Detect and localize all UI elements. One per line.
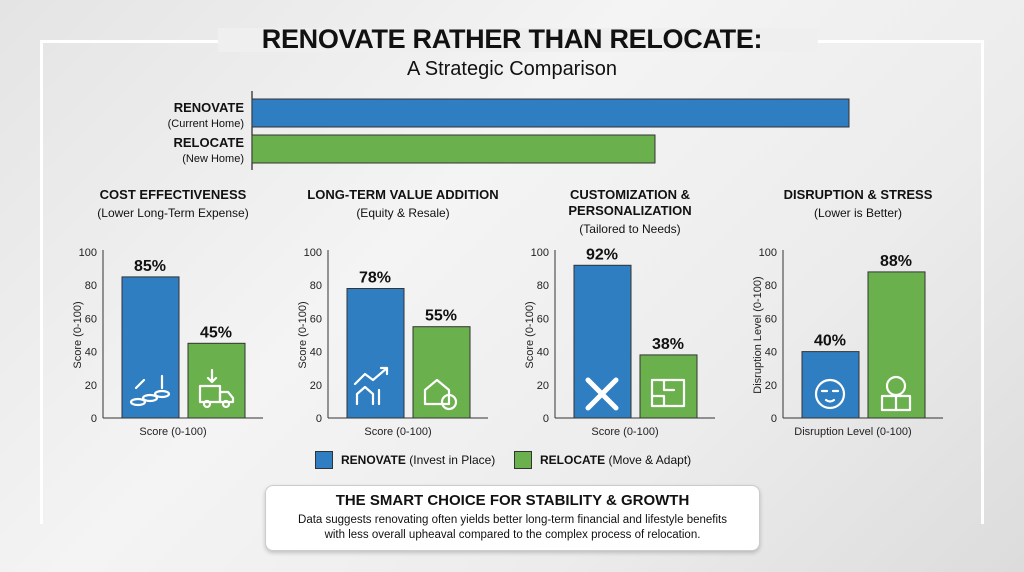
legend-label: RELOCATE: [540, 453, 606, 467]
legend-swatch: [514, 451, 532, 469]
y-tick-label: 40: [765, 347, 777, 359]
hbar-sublabel: (Current Home): [167, 118, 244, 130]
chart-subtitle: (Lower is Better): [813, 206, 903, 220]
hbar-relocate: [251, 134, 656, 164]
page-subtitle: A Strategic Comparison: [406, 58, 618, 80]
hbar-label: RELOCATE: [173, 135, 244, 150]
hbar-renovate: [251, 98, 850, 128]
bar-value-label: 38%: [652, 336, 684, 353]
bar-renovate: [121, 276, 180, 419]
y-tick-label: 100: [304, 247, 322, 259]
moving-truck-icon: [198, 368, 235, 409]
y-tick-label: 100: [79, 247, 97, 259]
x-axis-label: Score (0-100): [591, 426, 658, 438]
hbar-label-relocate: RELOCATE (New Home): [173, 135, 244, 167]
bar-relocate: [867, 271, 926, 419]
floor-plan-icon: [650, 378, 686, 408]
legend-desc: (Move & Adapt): [608, 453, 692, 467]
y-tick-label: 20: [310, 380, 322, 392]
bar-value-label: 55%: [425, 308, 457, 325]
legend-relocate: RELOCATE (Move & Adapt): [514, 451, 691, 469]
chart-title: COST EFFECTIVENESS: [99, 187, 247, 202]
y-tick-label: 0: [91, 413, 97, 425]
title-backdrop: [218, 28, 818, 52]
y-tick-label: 20: [765, 380, 777, 392]
bar-value-label: 85%: [134, 258, 166, 275]
bar-value-label: 88%: [880, 253, 912, 270]
legend-renovate: RENOVATE (Invest in Place): [315, 451, 495, 469]
y-tick-label: 60: [765, 313, 777, 325]
chart-title-disruption: DISRUPTION & STRESS (Lower is Better): [743, 187, 973, 221]
y-tick-label: 80: [765, 280, 777, 292]
chart-title: DISRUPTION & STRESS: [783, 187, 933, 202]
hbar-label-renovate: RENOVATE (Current Home): [168, 100, 244, 132]
legend-desc: (Invest in Place): [409, 453, 496, 467]
y-tick-label: 80: [310, 280, 322, 292]
y-tick-label: 60: [85, 313, 97, 325]
summary-box: THE SMART CHOICE FOR STABILITY & GROWTH …: [265, 485, 760, 551]
bar-value-label: 40%: [814, 333, 846, 350]
summary-line: Data suggests renovating often yields be…: [298, 514, 727, 526]
chart-title: LONG-TERM VALUE ADDITION: [307, 187, 499, 202]
y-tick-label: 0: [543, 413, 549, 425]
chart-title-custom: CUSTOMIZATION & PERSONALIZATION (Tailored…: [515, 187, 745, 237]
hbar-label: RENOVATE: [173, 100, 244, 115]
house-growth-icon: [353, 366, 389, 406]
chart-title: CUSTOMIZATION & PERSONALIZATION: [568, 187, 692, 218]
bar-value-label: 45%: [200, 324, 232, 341]
y-axis-label: Score (0-100): [297, 301, 309, 368]
coins-growth-icon: [129, 374, 171, 407]
bar-relocate: [187, 342, 246, 419]
chart-2: 0 20 40 60 80 100 Score (0-100) Score (0-100) 78…: [297, 247, 488, 438]
y-axis-label: Disruption Level (0-100): [752, 276, 764, 393]
x-axis-label: Score (0-100): [364, 426, 431, 438]
bar-value-label: 78%: [359, 270, 391, 287]
summary-title: THE SMART CHOICE FOR STABILITY & GROWTH: [335, 492, 690, 509]
house-dollar-icon: [423, 378, 458, 411]
y-tick-label: 20: [537, 380, 549, 392]
chart-subtitle: (Equity & Resale): [356, 206, 450, 220]
y-tick-label: 0: [316, 413, 322, 425]
bar-value-label: 92%: [586, 246, 618, 263]
y-tick-label: 60: [537, 313, 549, 325]
y-tick-label: 80: [537, 280, 549, 292]
relieved-face-icon: [814, 378, 846, 410]
y-tick-label: 80: [85, 280, 97, 292]
x-axis-label: Score (0-100): [139, 426, 206, 438]
chart-title-cost: COST EFFECTIVENESS (Lower Long-Term Expen…: [58, 187, 288, 221]
wrench-brush-icon: [585, 377, 619, 411]
bar-renovate: [346, 288, 405, 419]
chart-1: 0 20 40 60 80 100 Score (0-100) Score (0-100) 85…: [72, 247, 263, 438]
y-axis-label: Score (0-100): [72, 301, 84, 368]
y-tick-label: 40: [85, 347, 97, 359]
hbar-sublabel: (New Home): [182, 153, 244, 165]
chart-3: 0 20 40 60 80 100 Score (0-100) Score (0-100) 92…: [524, 246, 715, 438]
chart-subtitle: (Lower Long-Term Expense): [97, 206, 249, 220]
chart-subtitle: (Tailored to Needs): [579, 222, 681, 236]
y-tick-label: 100: [531, 247, 549, 259]
y-axis-label: Score (0-100): [524, 301, 536, 368]
legend-swatch: [315, 451, 333, 469]
chart-title-value: LONG-TERM VALUE ADDITION (Equity & Resale…: [288, 187, 518, 221]
y-tick-label: 20: [85, 380, 97, 392]
y-tick-label: 100: [759, 247, 777, 259]
page-title: RENOVATE RATHER THAN RELOCATE:: [261, 24, 763, 54]
y-tick-label: 0: [771, 413, 777, 425]
y-tick-label: 40: [537, 347, 549, 359]
summary-line: with less overall upheaval compared to t…: [324, 529, 701, 541]
y-tick-label: 40: [310, 347, 322, 359]
y-tick-label: 60: [310, 313, 322, 325]
x-axis-label: Disruption Level (0-100): [794, 426, 911, 438]
bar-relocate: [639, 354, 698, 419]
legend-label: RENOVATE: [341, 453, 406, 467]
chart-4: 0 20 40 60 80 100 Disruption Level (0-100) Disr…: [752, 247, 943, 438]
stressed-boxes-icon: [880, 375, 912, 412]
